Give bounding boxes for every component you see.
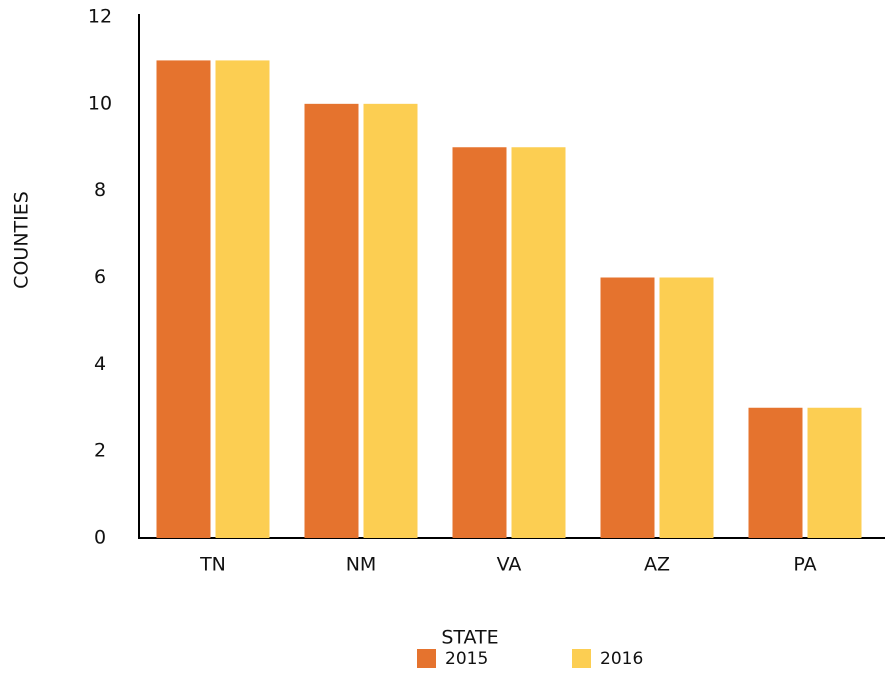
x-tick-label: PA bbox=[793, 554, 816, 576]
x-tick-label: NM bbox=[346, 554, 377, 576]
bar bbox=[807, 407, 862, 538]
bar bbox=[215, 60, 270, 539]
x-axis-title: STATE bbox=[441, 627, 498, 649]
y-tick-label: 8 bbox=[94, 179, 106, 201]
x-tick-label: TN bbox=[199, 554, 226, 576]
legend-swatch bbox=[417, 649, 436, 668]
bar bbox=[304, 103, 359, 538]
bar bbox=[600, 277, 655, 538]
legend-label: 2016 bbox=[600, 649, 643, 669]
bar bbox=[452, 147, 507, 538]
x-tick-label: AZ bbox=[644, 554, 670, 576]
bar bbox=[363, 103, 418, 538]
y-tick-label: 2 bbox=[94, 440, 106, 462]
y-tick-label: 6 bbox=[94, 266, 106, 288]
legend-swatch bbox=[572, 649, 591, 668]
y-tick-label: 0 bbox=[94, 527, 106, 549]
y-tick-label: 4 bbox=[94, 353, 106, 375]
y-tick-label: 10 bbox=[88, 92, 112, 114]
x-tick-label: VA bbox=[497, 554, 522, 576]
y-axis-title: COUNTIES bbox=[11, 191, 33, 289]
y-tick-label: 12 bbox=[88, 6, 112, 28]
bar bbox=[156, 60, 211, 539]
bar bbox=[511, 147, 566, 538]
bar bbox=[659, 277, 714, 538]
bar bbox=[748, 407, 803, 538]
legend-label: 2015 bbox=[445, 649, 488, 669]
